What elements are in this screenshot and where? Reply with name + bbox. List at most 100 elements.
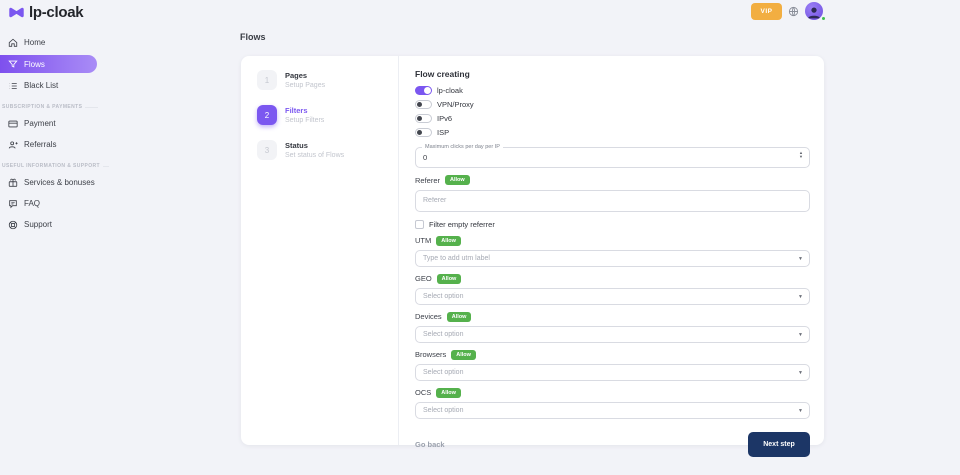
sidebar-item-label: Black List	[24, 81, 59, 90]
home-icon	[8, 38, 18, 47]
sidebar-item-referrals[interactable]: Referrals	[0, 134, 108, 155]
step-title: Filters	[285, 106, 308, 115]
toggle-label: IPv6	[437, 114, 453, 123]
stepper-up-icon[interactable]: ▲	[799, 150, 803, 155]
referer-allow-badge[interactable]: Allow	[445, 175, 470, 185]
page-title: Flows	[240, 32, 266, 42]
step-subtitle: Set status of Flows	[285, 152, 345, 159]
step-number: 1	[257, 70, 277, 90]
utm-select[interactable]: Type to add utm label ▼	[415, 249, 810, 267]
person-icon	[808, 7, 820, 19]
filters-form: Flow creating lp-cloak VPN/Proxy IPv6 IS…	[399, 56, 824, 457]
select-placeholder: Type to add utm label	[423, 254, 490, 262]
select-placeholder: Select option	[423, 292, 464, 300]
chevron-down-icon: ▼	[798, 293, 803, 300]
select-placeholder: Select option	[423, 368, 464, 376]
sidebar-item-faq[interactable]: FAQ	[0, 193, 108, 214]
sidebar-item-label: Referrals	[24, 140, 57, 149]
sidebar-item-support[interactable]: Support	[0, 214, 108, 235]
bowtie-logo-icon	[9, 7, 24, 18]
toggle-label: lp-cloak	[437, 86, 463, 95]
sidebar: Home Flows Black List SUBSCRIPTION & PAY…	[0, 32, 108, 235]
max-clicks-label: Maximum clicks per day per IP	[422, 144, 503, 150]
step-title: Status	[285, 141, 308, 150]
referrals-icon	[8, 140, 18, 148]
globe-icon[interactable]	[788, 6, 799, 17]
next-step-button[interactable]: Next step	[748, 431, 810, 457]
brand-logo[interactable]: lp-cloak	[8, 4, 84, 21]
form-actions: Go back Next step	[415, 431, 810, 457]
chevron-down-icon: ▼	[798, 255, 803, 262]
ocs-allow-badge[interactable]: Allow	[436, 387, 461, 398]
flows-icon	[8, 60, 18, 68]
browsers-select[interactable]: Select option ▼	[415, 363, 810, 381]
brand-name: lp-cloak	[29, 4, 84, 21]
referer-label: Referer	[415, 175, 441, 185]
utm-label-row: UTM Allow	[415, 235, 810, 246]
sidebar-item-payment[interactable]: Payment	[0, 113, 108, 134]
sidebar-item-label: Support	[24, 220, 53, 229]
max-clicks-field: Maximum clicks per day per IP ▲▼	[415, 144, 810, 168]
step-pages[interactable]: 1 Pages Setup Pages	[257, 70, 398, 90]
avatar[interactable]	[805, 2, 823, 20]
browsers-label-row: Browsers Allow	[415, 349, 810, 360]
flow-creating-card: 1 Pages Setup Pages 2 Filters Setup Filt…	[241, 56, 824, 457]
step-title: Pages	[285, 71, 308, 80]
sidebar-item-services[interactable]: Services & bonuses	[0, 172, 108, 193]
browsers-label: Browsers	[415, 350, 447, 359]
geo-label: GEO	[415, 274, 432, 283]
step-number: 2	[257, 105, 277, 125]
topbar-actions: VIP	[751, 2, 823, 20]
payment-icon	[8, 120, 18, 127]
devices-allow-badge[interactable]: Allow	[446, 311, 472, 322]
toggle-ipv6[interactable]: IPv6	[415, 114, 810, 123]
number-stepper[interactable]: ▲ ▼	[799, 151, 803, 159]
devices-select[interactable]: Select option ▼	[415, 325, 810, 343]
step-filters[interactable]: 2 Filters Setup Filters	[257, 105, 398, 125]
chevron-down-icon: ▼	[798, 369, 803, 376]
toggle-switch-on[interactable]	[415, 86, 432, 95]
ocs-select[interactable]: Select option ▼	[415, 401, 810, 419]
step-subtitle: Setup Filters	[285, 117, 325, 124]
utm-label: UTM	[415, 236, 432, 245]
sidebar-section-useful: USEFUL INFORMATION & SUPPORT	[2, 163, 108, 169]
sidebar-item-black-list[interactable]: Black List	[0, 75, 108, 96]
go-back-button[interactable]: Go back	[415, 439, 445, 449]
max-clicks-input[interactable]	[423, 153, 758, 162]
toggle-label: VPN/Proxy	[437, 100, 474, 109]
vip-button[interactable]: VIP	[751, 2, 782, 20]
chevron-down-icon: ▼	[798, 407, 803, 414]
sidebar-item-label: FAQ	[24, 199, 41, 208]
sidebar-item-label: Flows	[24, 59, 45, 69]
toggle-switch-off[interactable]	[415, 114, 432, 123]
faq-icon	[9, 199, 17, 208]
sidebar-item-label: Payment	[24, 119, 56, 128]
geo-allow-badge[interactable]: Allow	[436, 273, 462, 284]
sidebar-item-home[interactable]: Home	[0, 32, 108, 53]
step-status[interactable]: 3 Status Set status of Flows	[257, 140, 398, 160]
referer-input[interactable]	[415, 189, 810, 212]
referer-label-row: Referer Allow	[415, 175, 810, 185]
toggle-vpn-proxy[interactable]: VPN/Proxy	[415, 100, 810, 109]
step-subtitle: Setup Pages	[285, 82, 326, 89]
toggle-label: ISP	[437, 128, 450, 137]
toggle-switch-off[interactable]	[415, 100, 432, 109]
checkbox-label: Filter empty referrer	[429, 219, 495, 229]
sidebar-item-flows[interactable]: Flows	[0, 55, 97, 73]
stepper-down-icon[interactable]: ▼	[799, 154, 803, 159]
sidebar-item-label: Services & bonuses	[24, 178, 95, 187]
toggle-lp-cloak[interactable]: lp-cloak	[415, 86, 810, 95]
utm-allow-badge[interactable]: Allow	[436, 235, 461, 246]
sidebar-section-subscription: SUBSCRIPTION & PAYMENTS	[2, 104, 108, 110]
ocs-label: OCS	[415, 388, 432, 397]
geo-select[interactable]: Select option ▼	[415, 287, 810, 305]
ocs-label-row: OCS Allow	[415, 387, 810, 398]
sidebar-item-label: Home	[24, 38, 46, 47]
toggle-isp[interactable]: ISP	[415, 128, 810, 137]
browsers-allow-badge[interactable]: Allow	[451, 349, 476, 360]
checkbox[interactable]	[415, 219, 424, 229]
select-placeholder: Select option	[423, 406, 464, 414]
devices-label-row: Devices Allow	[415, 311, 810, 322]
toggle-switch-off[interactable]	[415, 128, 432, 137]
filter-empty-referrer-row[interactable]: Filter empty referrer	[415, 219, 810, 229]
